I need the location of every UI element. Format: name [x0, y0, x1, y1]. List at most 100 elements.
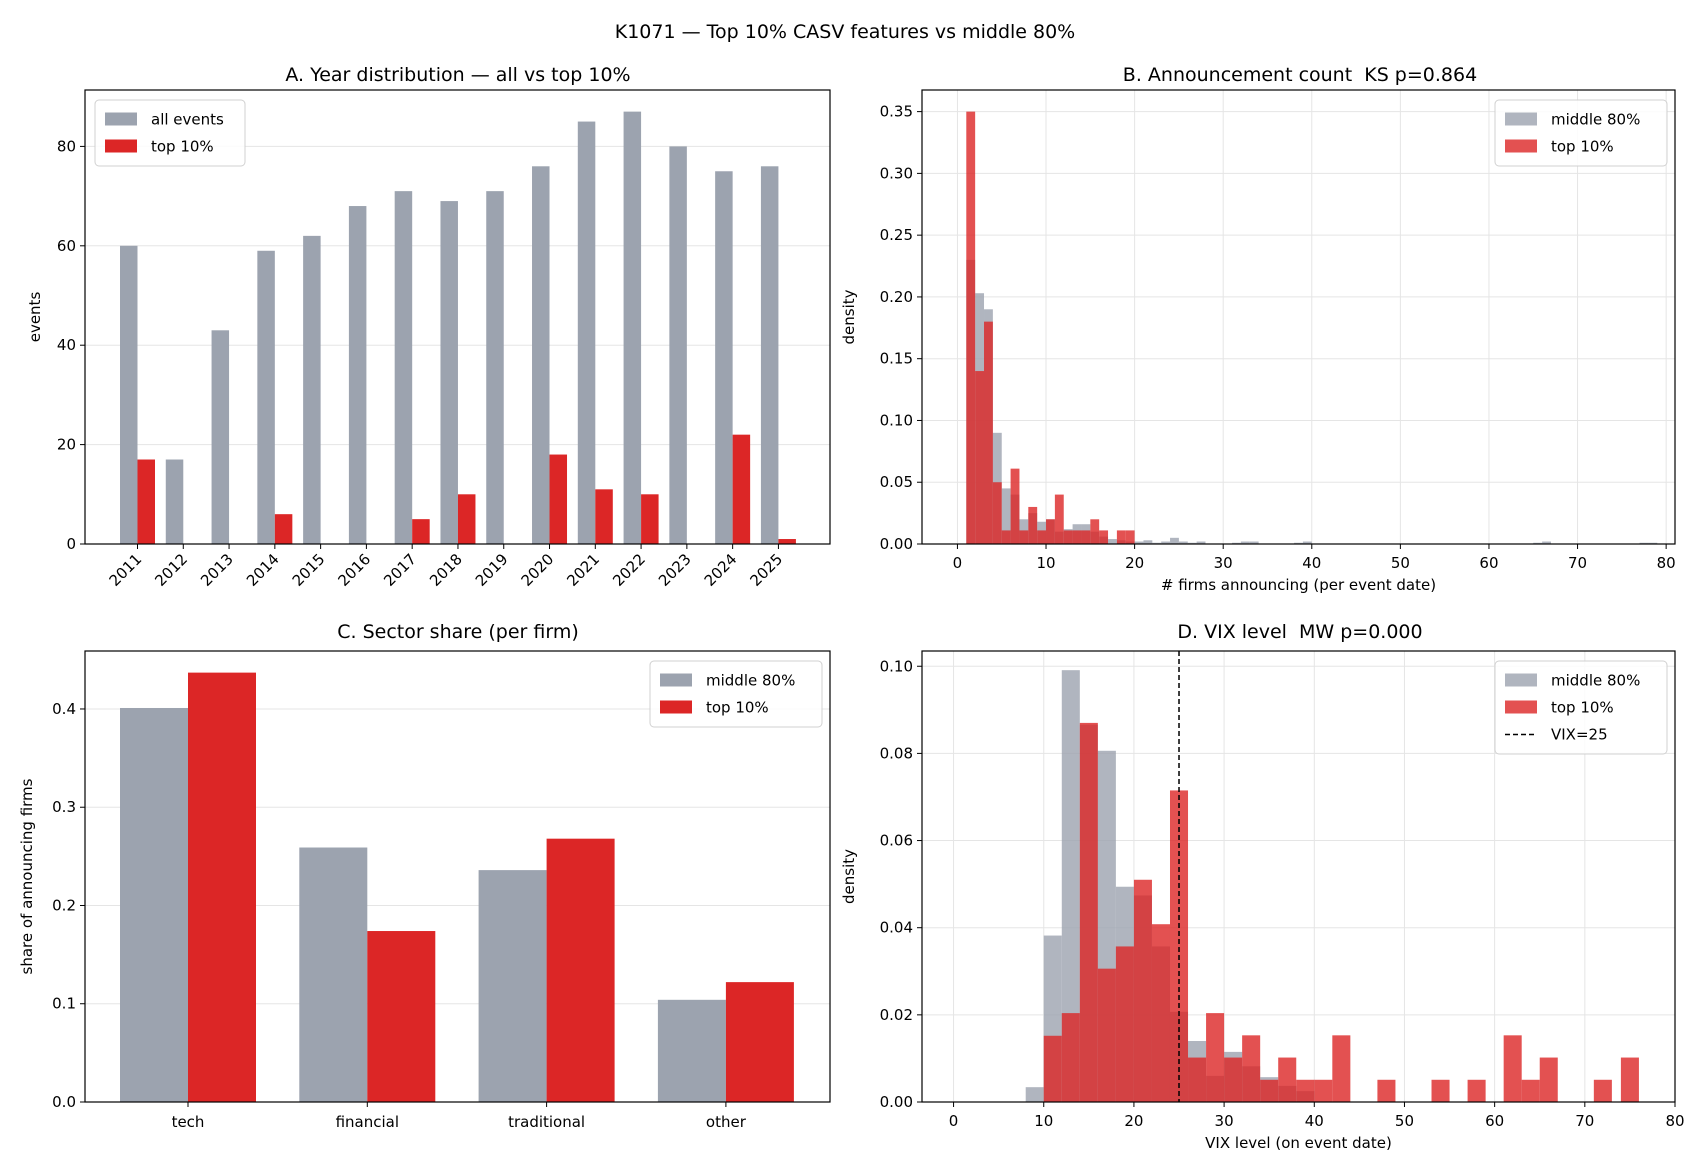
hist-bar-series2 — [1061, 1013, 1080, 1102]
hist-bar-series2 — [1151, 924, 1170, 1102]
bar-series2 — [732, 434, 751, 544]
panel-a-title: A. Year distribution — all vs top 10% — [285, 64, 630, 86]
bar-series2 — [641, 494, 659, 544]
hist-bar-series2 — [1028, 506, 1038, 544]
hist-bar-series1 — [1639, 542, 1649, 544]
hist-bar-series1 — [1294, 542, 1303, 544]
bar-series1 — [486, 191, 504, 544]
bar-series2 — [274, 514, 293, 544]
x-tick-label: 30 — [1215, 1112, 1234, 1130]
legend-label: VIX=25 — [1551, 726, 1608, 744]
hist-bar-series2 — [1169, 790, 1189, 1102]
hist-bar-series2 — [1188, 1057, 1207, 1102]
bar-series1 — [760, 166, 779, 544]
hist-bar-series1 — [1025, 1087, 1044, 1102]
bar-series2 — [546, 838, 615, 1102]
x-tick-label: 50 — [1395, 1112, 1414, 1130]
y-tick-label: 0.4 — [52, 700, 76, 718]
legend-label: top 10% — [706, 699, 769, 717]
hist-bar-series2 — [1593, 1079, 1612, 1102]
y-tick-label: 40 — [57, 336, 76, 354]
y-tick-label: 0.08 — [880, 744, 913, 762]
hist-bar-series2 — [984, 321, 993, 544]
bar-series1 — [669, 146, 687, 544]
legend-frame — [1494, 99, 1668, 167]
bar-series1 — [532, 166, 550, 544]
hist-bar-series1 — [1648, 542, 1658, 544]
y-tick-label: 0.05 — [880, 473, 913, 491]
bar-series1 — [257, 250, 275, 545]
y-tick-label: 0.15 — [880, 350, 913, 368]
panel-b-plot: 0 10 20 30 40 50 60 70 80 0.00 0.05 0.10 0.15 0.20 0.2… — [840, 89, 1676, 594]
hist-bar-series2 — [1090, 519, 1100, 544]
bar-series1 — [394, 191, 413, 544]
hist-bar-series1 — [1134, 541, 1144, 544]
legend-swatch — [660, 700, 692, 714]
y-tick-label: 0.25 — [880, 226, 913, 244]
x-tick-label: 60 — [1479, 554, 1498, 572]
panel-a-year-distribution: A. Year distribution — all vs top 10% 0 2… — [26, 64, 831, 590]
hist-bar-series1 — [1196, 541, 1206, 544]
legend-label: top 10% — [1551, 138, 1614, 156]
x-tick-label: 2018 — [426, 550, 466, 590]
hist-bar-series2 — [1296, 1079, 1315, 1102]
x-tick-label: 70 — [1568, 554, 1587, 572]
y-axis-label: share of announcing firms — [18, 778, 36, 974]
hist-bar-series1 — [1232, 542, 1241, 544]
hist-bar-series2 — [975, 371, 985, 544]
hist-bar-series1 — [1240, 541, 1250, 544]
y-tick-label: 60 — [57, 237, 76, 255]
legend-swatch — [1505, 139, 1537, 153]
hist-bar-series1 — [1533, 542, 1543, 544]
hist-bar-series2 — [1037, 530, 1047, 544]
x-tick-label: 60 — [1485, 1112, 1504, 1130]
hist-bar-series2 — [1063, 530, 1073, 544]
legend-frame — [649, 660, 823, 728]
x-axis-label: VIX level (on event date) — [1205, 1134, 1392, 1152]
hist-bar-series2 — [1054, 494, 1064, 544]
hist-bar-series2 — [1116, 530, 1126, 544]
hist-bar-series2 — [1260, 1079, 1279, 1102]
hist-bar-series2 — [1115, 946, 1134, 1102]
y-axis-label: density — [840, 289, 858, 344]
x-tick-label: 80 — [1665, 1112, 1684, 1130]
hist-bar-series2 — [1242, 1035, 1261, 1102]
x-tick-label: 40 — [1302, 554, 1321, 572]
legend-swatch — [105, 139, 137, 153]
hist-bar-series1 — [1170, 537, 1179, 544]
legend-swatch — [660, 673, 692, 687]
hist-bar-series2 — [1431, 1079, 1450, 1102]
x-tick-label: traditional — [508, 1113, 585, 1131]
hist-bar-series2 — [1332, 1035, 1351, 1102]
y-tick-label: 0.10 — [880, 411, 913, 429]
y-axis-label: events — [26, 292, 44, 343]
bar-series1 — [577, 121, 596, 544]
legend-swatch — [1505, 112, 1537, 126]
hist-bar-series2 — [966, 111, 976, 544]
legend-label: middle 80% — [1551, 672, 1640, 690]
x-tick-label: 2024 — [701, 550, 741, 590]
legend-label: all events — [151, 111, 224, 129]
hist-bar-series2 — [1133, 879, 1152, 1102]
panel-c-sector-share: C. Sector share (per firm) 0.00.10.20.30… — [18, 621, 831, 1131]
hist-bar-series2 — [1097, 968, 1116, 1102]
x-tick-label: 80 — [1657, 554, 1676, 572]
panel-c-plot: 0.0 0.1 0.2 0.3 0.4 tech financial traditional o… — [18, 650, 831, 1131]
hist-bar-series2 — [1019, 530, 1029, 544]
legend-swatch — [105, 112, 137, 126]
hist-bar-series1 — [1152, 542, 1162, 544]
y-tick-label: 0.02 — [880, 1006, 913, 1024]
bar-series1 — [120, 707, 188, 1102]
x-tick-label: 2022 — [609, 550, 649, 590]
y-tick-label: 0.20 — [880, 288, 913, 306]
x-tick-label: 2016 — [334, 550, 374, 590]
x-axis-label: # firms announcing (per event date) — [1161, 576, 1436, 594]
bar-series2 — [137, 459, 155, 544]
bar-series1 — [715, 171, 733, 544]
x-tick-label: 30 — [1214, 554, 1233, 572]
bar-series2 — [549, 454, 568, 544]
x-tick-label: 2012 — [151, 550, 191, 590]
hist-bar-series1 — [1249, 541, 1259, 544]
legend-label: top 10% — [1551, 699, 1614, 717]
